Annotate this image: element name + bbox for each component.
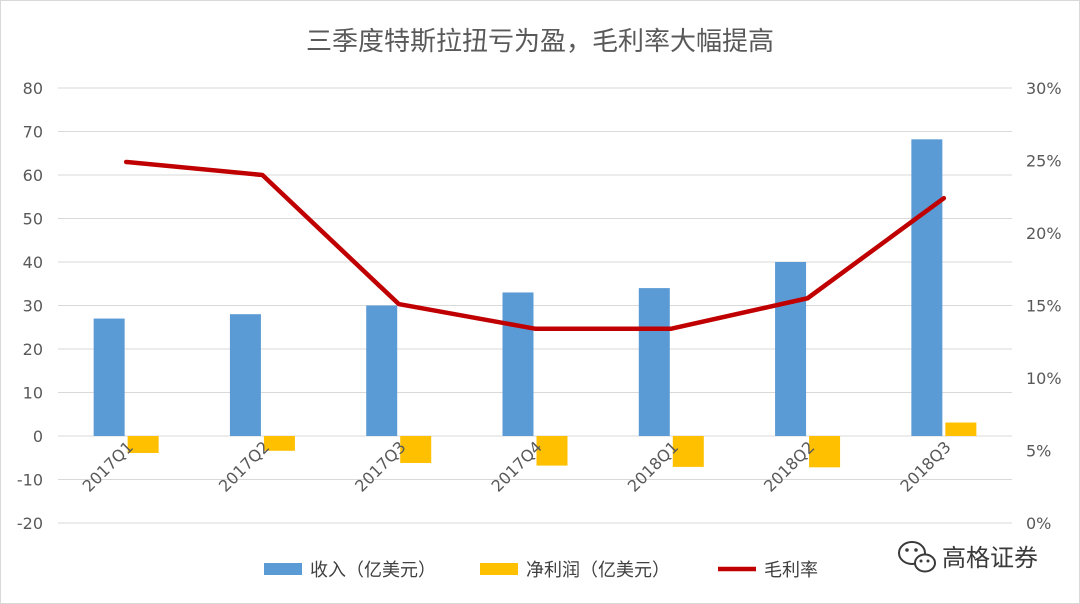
bar-net-profit-2018Q2: [809, 436, 841, 468]
bar-revenue-2018Q1: [638, 288, 670, 436]
watermark-text: 高格证券: [942, 544, 1038, 572]
y-left-tick-label: -10: [17, 471, 43, 490]
y-right-tick-label: 25%: [1026, 152, 1062, 171]
y-left-tick-label: 10: [23, 384, 43, 403]
bars: [93, 139, 977, 468]
y-left-tick-label: 0: [33, 427, 43, 446]
legend-label-1: 净利润（亿美元）: [526, 560, 670, 581]
y-right-tick-label: 0%: [1026, 514, 1051, 533]
y-left-tick-label: 20: [23, 340, 43, 359]
bar-revenue-2017Q3: [366, 305, 398, 436]
legend-swatch-0: [264, 563, 302, 575]
y-left-tick-label: 40: [23, 253, 43, 272]
bar-net-profit-2018Q1: [672, 436, 704, 467]
y-left-tick-label: 30: [23, 297, 43, 316]
chart-title: 三季度特斯拉扭亏为盈，毛利率大幅提高: [306, 27, 774, 57]
y-right-tick-label: 20%: [1026, 224, 1062, 243]
bar-revenue-2017Q2: [229, 314, 261, 436]
bar-revenue-2017Q4: [502, 292, 534, 436]
bar-revenue-2018Q3: [911, 139, 943, 436]
y-left-tick-label: -20: [17, 514, 43, 533]
bar-revenue-2018Q2: [775, 262, 807, 436]
bar-net-profit-2018Q3: [945, 422, 977, 436]
y-left-tick-label: 80: [23, 79, 43, 98]
y-right-tick-label: 15%: [1026, 297, 1062, 316]
bar-revenue-2017Q1: [93, 318, 125, 436]
wechat-icon: [898, 541, 936, 573]
bar-net-profit-2017Q2: [263, 436, 295, 451]
bar-net-profit-2017Q3: [400, 436, 432, 463]
y-left-tick-label: 60: [23, 166, 43, 185]
y-right-tick-label: 10%: [1026, 369, 1062, 388]
bar-net-profit-2017Q1: [127, 436, 159, 453]
gridlines: [58, 87, 1012, 524]
legend-label-2: 毛利率: [764, 560, 818, 581]
y-left-tick-label: 50: [23, 210, 43, 229]
legend-label-0: 收入（亿美元）: [310, 560, 436, 581]
y-right-tick-label: 5%: [1026, 442, 1051, 461]
margin-line: [123, 159, 947, 331]
y-axis-right-ticks: 30% 25% 20% 15% 10% 5% 0%: [1026, 79, 1062, 533]
legend: 收入（亿美元） 净利润（亿美元） 毛利率: [264, 560, 818, 581]
y-right-tick-label: 30%: [1026, 79, 1062, 98]
y-left-tick-label: 70: [23, 123, 43, 142]
bar-net-profit-2017Q4: [536, 436, 568, 466]
watermark: 高格证券: [898, 541, 1038, 573]
legend-swatch-1: [480, 563, 518, 575]
y-axis-left-ticks: 80 70 60 50 40 30 20 10 0 -10 -20: [17, 79, 43, 533]
